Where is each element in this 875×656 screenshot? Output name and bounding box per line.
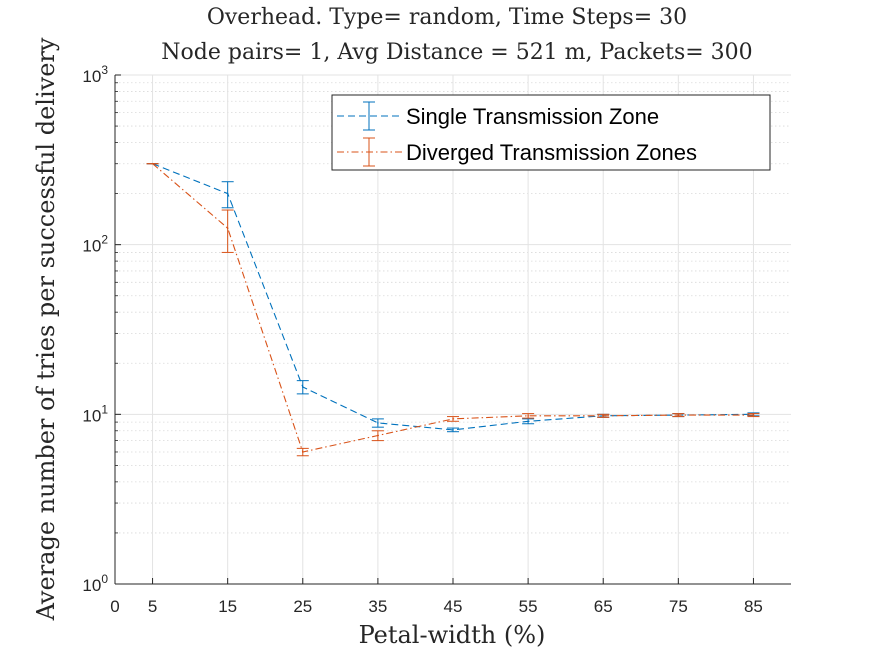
data-point [752,414,755,416]
error-bar [146,162,159,165]
legend-label: Diverged Transmission Zones [406,140,697,165]
data-point [527,420,529,423]
series-2 [146,162,760,457]
y-axis-label: Average number of tries per successful d… [32,37,60,621]
axes [114,74,791,585]
error-bar [522,413,535,419]
data-point [677,414,680,416]
legend-box [331,94,771,171]
chart-title-line-1: Overhead. Type= random, Time Steps= 30 [207,5,687,30]
data-point [377,434,379,437]
x-tick-label: 15 [218,597,237,616]
data-point [452,418,454,420]
y-tick-label: 100 [82,572,108,595]
error-bar [296,447,309,457]
error-bar [522,418,535,425]
error-bar [747,413,760,418]
y-tick-label: 103 [82,63,108,86]
x-tick-label: 65 [594,597,613,616]
legend-label: Single Transmission Zone [406,104,659,129]
data-point [527,415,529,417]
y-tick-label: 101 [82,402,108,425]
y-tick-label: 102 [82,233,108,256]
data-point [452,429,454,431]
legend-entry-2: Diverged Transmission Zones [337,137,697,167]
x-tick-label: 75 [669,597,688,616]
error-bar [221,181,234,209]
error-bar [447,416,459,422]
data-point [301,451,304,453]
error-bar [371,418,384,428]
x-tick-label: 5 [148,597,157,616]
data-point [602,415,605,417]
x-tick-label: 45 [444,597,463,616]
data-point [151,162,154,165]
data-point [226,227,229,230]
data-point [301,386,304,388]
error-bar [672,413,685,418]
x-tick-label: 55 [519,597,538,616]
legend: Single Transmission Zone Diverged Transmi… [331,94,771,171]
x-tick-label: 35 [368,597,387,616]
legend-entry-1: Single Transmission Zone [337,101,659,131]
x-tick-label: 25 [293,597,312,616]
tick-labels: 0 5 15 25 35 45 55 65 75 85 100 101 102 103 [82,63,763,616]
error-bar [597,413,610,418]
series-layer [146,162,760,457]
error-bar [221,209,234,253]
data-point [226,192,229,195]
x-tick-label: 85 [744,597,763,616]
error-bar [371,430,384,442]
chart-title-line-2: Node pairs= 1, Avg Distance = 521 m, Pac… [161,40,752,65]
x-tick-label: 0 [110,597,119,616]
data-point [377,422,379,424]
legend-entries: Single Transmission Zone Diverged Transmi… [337,101,697,167]
error-bar [296,380,309,395]
error-bar [447,427,459,433]
x-axis-label: Petal-width (%) [359,621,546,649]
